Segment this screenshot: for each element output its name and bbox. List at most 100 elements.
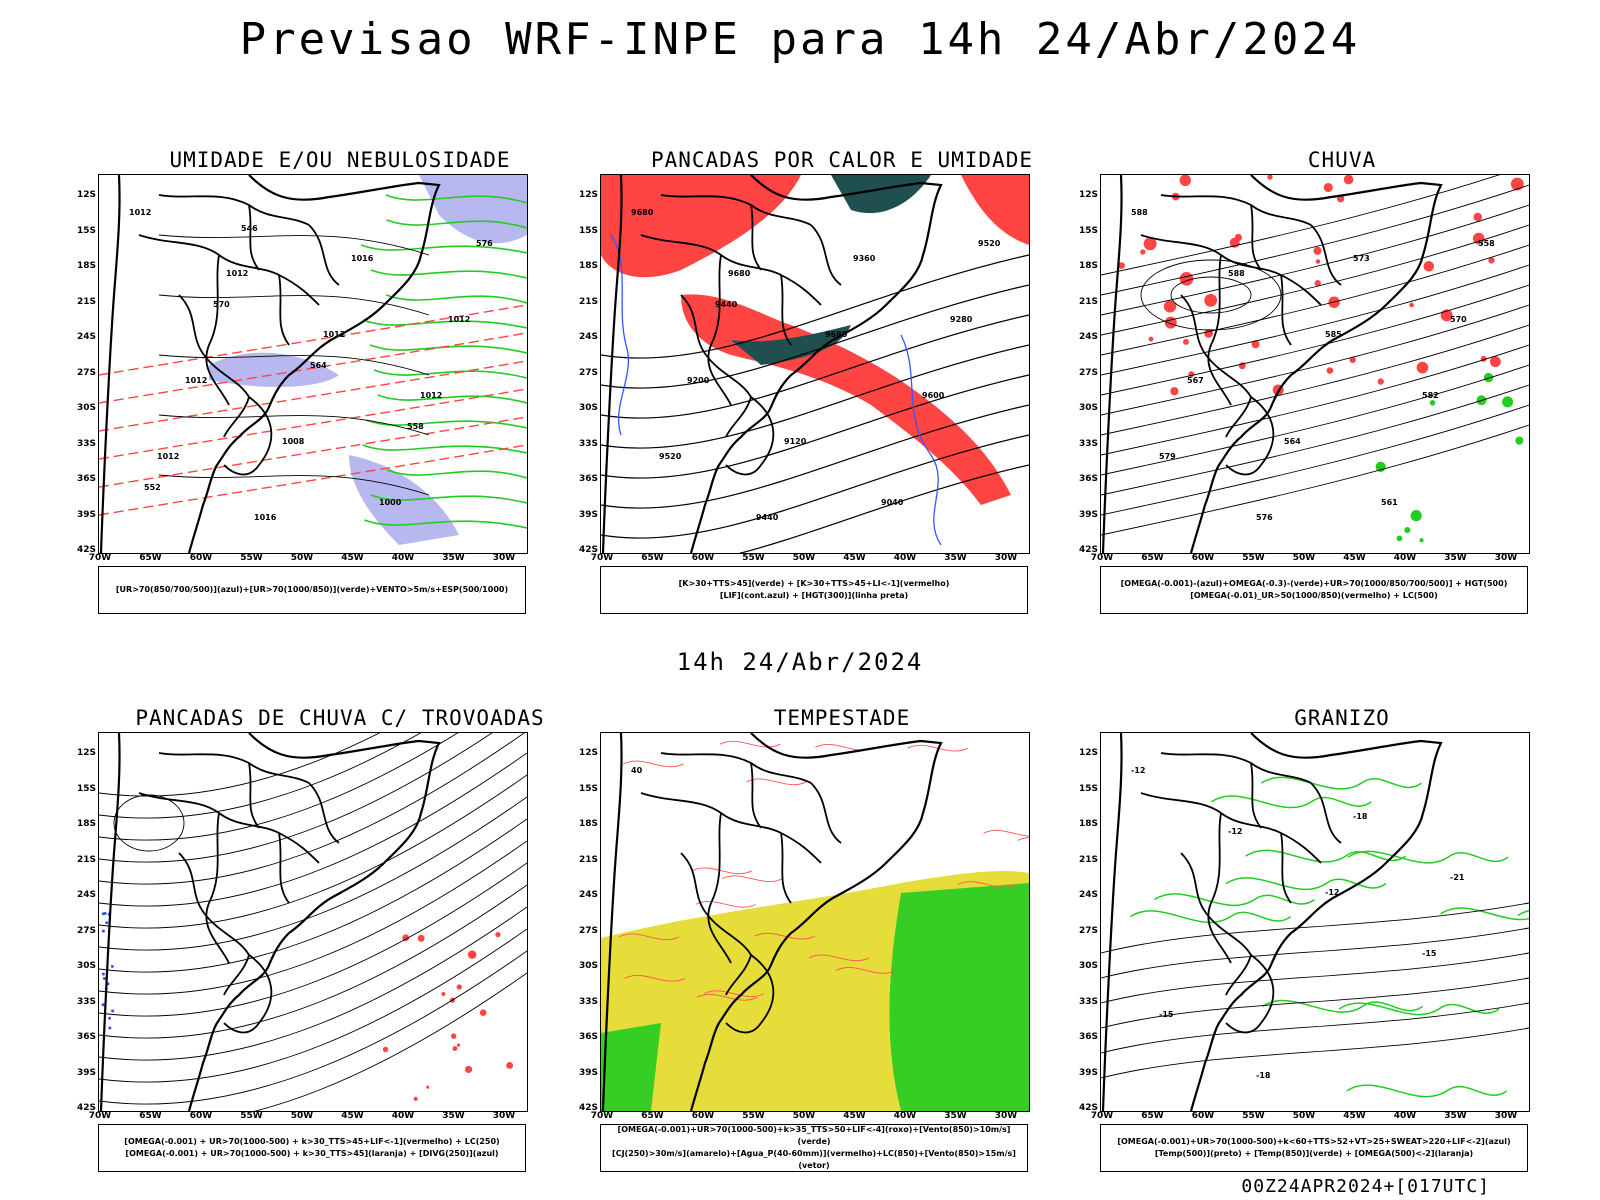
contour-label: 561: [1381, 498, 1398, 507]
lon-tick-label: 40W: [893, 1111, 917, 1121]
lat-tick-label: 15S: [76, 225, 96, 236]
lat-tick-label: 42S: [578, 1103, 598, 1113]
lon-tick-label: 50W: [792, 553, 816, 563]
legend-line: [OMEGA(-0.01)_UR>50(1000/850)(vermelho) …: [1190, 591, 1438, 600]
lat-tick-label: 42S: [1078, 1103, 1098, 1113]
map-area: -12 -12 -12 -15 -15 -18 -18 -21: [1100, 732, 1530, 1112]
lon-tick-label: 40W: [391, 553, 415, 563]
contour-lines: [601, 234, 1029, 553]
coastline: [99, 733, 441, 1111]
lon-tick-label: 40W: [1393, 553, 1417, 563]
lon-tick-label: 70W: [88, 1111, 112, 1121]
lat-tick-label: 21S: [76, 854, 96, 865]
panel-tempestade: TEMPESTADE 40 12S 15S 18S 21S 24S 27S 30S 33S 36S 3…: [579, 706, 1102, 1176]
map-svg: 40: [601, 733, 1029, 1111]
lon-tick-label: 55W: [240, 553, 263, 563]
lat-tick-label: 15S: [1078, 783, 1098, 794]
contour-label: 1000: [379, 498, 402, 507]
lat-tick-label: 30S: [1078, 961, 1098, 971]
legend-box: [K>30+TTS>45](verde) + [K>30+TTS>45+LI<-…: [600, 566, 1028, 614]
contour-label: 9680: [631, 208, 654, 217]
lon-tick-label: 60W: [691, 1111, 715, 1121]
lat-tick-label: 39S: [1078, 509, 1098, 520]
lat-tick-label: 27S: [76, 367, 96, 378]
lat-tick-label: 27S: [1078, 367, 1098, 378]
legend-line: [K>30+TTS>45](verde) + [K>30+TTS>45+LI<-…: [678, 579, 950, 588]
legend-line: [UR>70(850/700/500)](azul)+[UR>70(1000/8…: [115, 585, 509, 594]
map-area: 1012 1012 1012 1012 1012 1016 1016 1012 1012 1008…: [98, 174, 528, 554]
legend-line: [OMEGA(-0.001)-(azul)+OMEGA(-0.3)-(verde…: [1120, 579, 1508, 588]
lon-tick-label: 40W: [391, 1111, 415, 1121]
lat-tick-label: 18S: [1078, 819, 1098, 829]
lon-tick-label: 70W: [590, 553, 614, 563]
lat-tick-label: 30S: [578, 961, 598, 971]
lon-tick-label: 30W: [492, 553, 516, 563]
lat-tick-label: 12S: [578, 190, 598, 200]
lon-tick-label: 30W: [1494, 1111, 1518, 1121]
lat-tick-label: 36S: [578, 474, 598, 484]
contour-label: 573: [1353, 254, 1370, 263]
contour-label: 9200: [687, 376, 710, 385]
contour-label: 558: [1478, 239, 1495, 248]
lat-tick-label: 27S: [1078, 925, 1098, 936]
lon-tick-label: 45W: [843, 553, 866, 563]
lat-tick-label: 33S: [76, 996, 96, 1007]
contour-label: 1016: [351, 254, 374, 263]
panel-title: GRANIZO: [1294, 706, 1390, 730]
lon-tick-label: 30W: [994, 553, 1018, 563]
lat-tick-label: 18S: [578, 261, 598, 271]
legend-line: [CJ(250)>30m/s](amarelo)+[Agua_P(40-60mm…: [612, 1149, 1016, 1170]
lat-tick-label: 27S: [578, 367, 598, 378]
contour-label: 9680: [728, 269, 751, 278]
contour-label: -15: [1422, 949, 1437, 958]
coastline: [601, 175, 943, 553]
lon-tick-label: 45W: [341, 1111, 364, 1121]
contour-label: 9040: [881, 498, 904, 507]
lat-tick-label: 21S: [578, 854, 598, 865]
contour-label: 582: [1422, 391, 1439, 400]
lon-tick-label: 30W: [994, 1111, 1018, 1121]
lat-tick-label: 39S: [1078, 1067, 1098, 1078]
lat-tick-label: 12S: [1078, 748, 1098, 758]
lat-tick-label: 18S: [76, 261, 96, 271]
legend-line: [LIF](cont.azul) + [HGT(300)](linha pret…: [719, 591, 909, 600]
contour-label: -15: [1159, 1010, 1174, 1019]
lon-tick-label: 35W: [1444, 1111, 1467, 1121]
field-shading: [101, 911, 514, 1101]
map-svg: [99, 733, 527, 1111]
lon-tick-label: 50W: [792, 1111, 816, 1121]
contour-label: 9600: [922, 391, 945, 400]
coastline: [1101, 175, 1443, 553]
field-shading: [1118, 175, 1524, 543]
lat-tick-label: 42S: [1078, 545, 1098, 555]
map-svg: 588 588 585 582 579 576 573 570 567 564 561 558: [1101, 175, 1529, 553]
contour-label: 564: [1284, 437, 1301, 446]
lon-tick-label: 45W: [843, 1111, 866, 1121]
lat-tick-label: 18S: [1078, 261, 1098, 271]
legend-box: [OMEGA(-0.001)-(azul)+OMEGA(-0.3)-(verde…: [1100, 566, 1528, 614]
lon-tick-label: 65W: [641, 1111, 664, 1121]
lon-tick-label: 40W: [893, 553, 917, 563]
lat-tick-label: 30S: [1078, 403, 1098, 413]
lon-tick-label: 70W: [88, 553, 112, 563]
panel-title: PANCADAS DE CHUVA C/ TROVOADAS: [135, 706, 545, 730]
contour-label: 1008: [282, 437, 305, 446]
field-shading: [601, 175, 1029, 505]
lat-tick-label: 15S: [76, 783, 96, 794]
panel-title: PANCADAS POR CALOR E UMIDADE: [650, 148, 1033, 172]
lat-tick-label: 18S: [76, 819, 96, 829]
lat-tick-label: 33S: [1078, 438, 1098, 449]
map-area: 588 588 585 582 579 576 573 570 567 564 561 558: [1100, 174, 1530, 554]
contour-label: -12: [1325, 888, 1339, 897]
map-svg: 9680 9680 9680 9600 9520 9440 9360 9280 9200 9120…: [601, 175, 1029, 553]
lat-tick-label: 15S: [1078, 225, 1098, 236]
lat-tick-label: 24S: [1078, 332, 1098, 342]
contour-label: 9280: [950, 315, 973, 324]
legend-line: [OMEGA(-0.001)+UR>70(1000-500)+k<60+TTS>…: [1117, 1137, 1511, 1146]
contour-label: 585: [1325, 330, 1342, 339]
lat-tick-label: 30S: [76, 403, 96, 413]
lon-tick-label: 50W: [1292, 553, 1316, 563]
legend-box: [OMEGA(-0.001) + UR>70(1000-500) + k>30_…: [98, 1124, 526, 1172]
coastline: [601, 733, 943, 1111]
lat-tick-label: 21S: [1078, 296, 1098, 307]
